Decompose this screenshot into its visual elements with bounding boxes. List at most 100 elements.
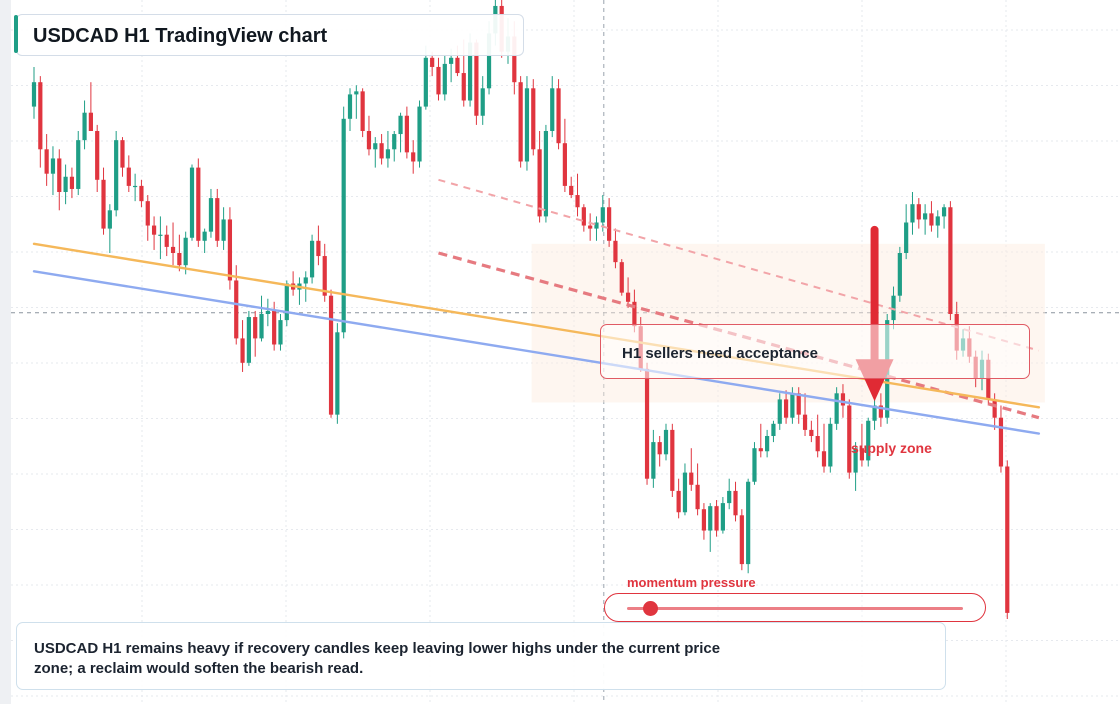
candle[interactable]: [57, 149, 62, 211]
candle[interactable]: [569, 176, 574, 199]
candle-body[interactable]: [423, 57, 428, 107]
candle-body[interactable]: [474, 42, 479, 116]
candle-body[interactable]: [486, 33, 492, 89]
candle[interactable]: [322, 243, 327, 302]
candle-body[interactable]: [739, 515, 744, 565]
candle-body[interactable]: [76, 140, 81, 189]
candle[interactable]: [550, 76, 555, 138]
candle-body[interactable]: [354, 91, 359, 95]
candle-body[interactable]: [733, 490, 738, 516]
candle-body[interactable]: [398, 115, 403, 135]
candle[interactable]: [708, 503, 713, 552]
candle[interactable]: [76, 131, 81, 196]
candle-body[interactable]: [196, 167, 201, 241]
candle-body[interactable]: [923, 213, 928, 220]
candle-body[interactable]: [537, 149, 542, 217]
candle[interactable]: [941, 204, 947, 229]
candle-body[interactable]: [727, 490, 732, 504]
candle[interactable]: [442, 54, 447, 101]
candle-body[interactable]: [284, 283, 289, 321]
candle-body[interactable]: [82, 112, 87, 141]
candle-body[interactable]: [992, 399, 997, 418]
candle-body[interactable]: [859, 448, 865, 461]
candle-body[interactable]: [430, 57, 435, 67]
candle[interactable]: [246, 310, 251, 366]
candle[interactable]: [771, 420, 776, 443]
candle-body[interactable]: [455, 57, 460, 74]
candle[interactable]: [417, 100, 422, 168]
momentum-slider[interactable]: [604, 593, 986, 622]
candle-body[interactable]: [335, 332, 340, 415]
candle[interactable]: [88, 82, 93, 131]
candle-body[interactable]: [373, 143, 378, 150]
sellers-note-callout[interactable]: H1 sellers need acceptance: [600, 324, 1030, 379]
candle[interactable]: [177, 234, 182, 272]
candle-body[interactable]: [215, 198, 220, 241]
candle[interactable]: [695, 463, 700, 516]
candle[interactable]: [170, 222, 176, 266]
candle-body[interactable]: [120, 140, 125, 168]
candle-body[interactable]: [240, 338, 245, 363]
candle[interactable]: [689, 448, 694, 491]
candle[interactable]: [183, 231, 188, 275]
candle-body[interactable]: [569, 185, 574, 196]
candle[interactable]: [341, 106, 346, 339]
candle[interactable]: [651, 429, 656, 488]
candle-body[interactable]: [436, 66, 441, 95]
candle-body[interactable]: [234, 280, 239, 339]
candle-body[interactable]: [588, 225, 593, 229]
candle[interactable]: [739, 509, 744, 571]
candle[interactable]: [904, 204, 909, 260]
candle-body[interactable]: [170, 246, 176, 253]
candle[interactable]: [853, 442, 858, 491]
candle[interactable]: [847, 399, 852, 479]
candle[interactable]: [619, 259, 624, 296]
candle-body[interactable]: [821, 451, 827, 467]
candle[interactable]: [859, 423, 865, 467]
candle[interactable]: [392, 131, 397, 162]
candle[interactable]: [316, 225, 321, 266]
candle[interactable]: [897, 246, 902, 302]
candle-body[interactable]: [708, 506, 713, 531]
candle[interactable]: [291, 271, 296, 296]
candle-body[interactable]: [986, 359, 991, 400]
candle-body[interactable]: [114, 140, 119, 211]
candle[interactable]: [714, 500, 719, 537]
candle[interactable]: [423, 45, 428, 110]
candle-body[interactable]: [878, 405, 883, 418]
candle-body[interactable]: [613, 240, 618, 263]
candle-body[interactable]: [227, 219, 233, 281]
candle[interactable]: [607, 198, 612, 247]
candle-body[interactable]: [556, 88, 561, 144]
candle[interactable]: [335, 323, 340, 424]
candle[interactable]: [202, 228, 207, 253]
candle-body[interactable]: [758, 448, 763, 452]
candle-body[interactable]: [512, 36, 517, 83]
candle-body[interactable]: [158, 234, 163, 236]
candle[interactable]: [50, 146, 56, 196]
candle-body[interactable]: [145, 201, 150, 226]
candle[interactable]: [929, 201, 934, 232]
candle-body[interactable]: [828, 423, 833, 467]
candle[interactable]: [562, 118, 567, 192]
candle[interactable]: [834, 387, 839, 430]
candle[interactable]: [196, 158, 201, 247]
candle[interactable]: [543, 124, 549, 223]
candle[interactable]: [189, 164, 195, 241]
candle-body[interactable]: [57, 158, 62, 192]
candle[interactable]: [783, 390, 789, 424]
candle[interactable]: [910, 192, 915, 235]
candle-body[interactable]: [366, 131, 372, 150]
candle-body[interactable]: [449, 57, 454, 64]
candle-body[interactable]: [328, 295, 334, 415]
candle-body[interactable]: [385, 149, 391, 159]
candle-body[interactable]: [600, 207, 605, 223]
candle[interactable]: [139, 179, 144, 208]
candle-body[interactable]: [259, 314, 264, 339]
candle-body[interactable]: [360, 91, 365, 131]
candle-body[interactable]: [309, 240, 315, 278]
candle[interactable]: [360, 88, 365, 138]
candle[interactable]: [328, 289, 334, 418]
candle-body[interactable]: [910, 204, 915, 223]
candle[interactable]: [347, 88, 353, 131]
